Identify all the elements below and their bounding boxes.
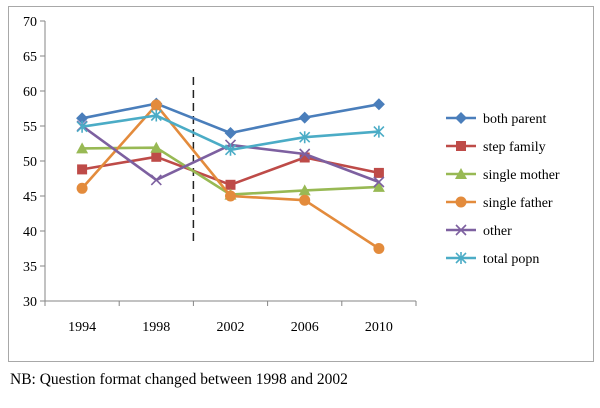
series-total-popn: [76, 109, 385, 156]
data-point-total-popn: [150, 109, 162, 122]
data-point-single-father: [150, 99, 162, 111]
triangle-marker: [372, 180, 385, 192]
data-point-step-family: [299, 152, 310, 163]
data-point-step-family: [225, 179, 236, 190]
data-point-single-mother: [372, 180, 385, 192]
series-step-family: [77, 151, 384, 190]
square-marker: [299, 152, 310, 163]
legend-marker: [455, 168, 467, 179]
legend-label: other: [483, 224, 512, 239]
triangle-marker: [76, 142, 89, 154]
legend-marker: [455, 252, 467, 264]
legend-item-single-father: single father: [446, 196, 553, 211]
series-line-single-father: [81, 103, 380, 250]
diamond-marker: [372, 98, 385, 111]
x-tick-label: 1998: [142, 320, 170, 335]
data-point-both-parent: [298, 111, 311, 124]
legend-marker: [455, 196, 467, 208]
data-point-single-mother: [150, 141, 163, 153]
triangle-marker: [150, 141, 163, 153]
y-tick-label: 70: [23, 15, 37, 30]
star-marker: [373, 125, 385, 138]
data-point-total-popn: [373, 125, 385, 138]
legend-item-total-popn: total popn: [446, 252, 539, 267]
data-point-single-father: [225, 190, 236, 202]
y-tick-label: 35: [23, 260, 37, 275]
legend-label: total popn: [483, 252, 539, 267]
square-marker: [151, 151, 162, 162]
y-tick-label: 60: [23, 85, 37, 100]
series-single-father: [76, 99, 385, 254]
data-point-step-family: [373, 167, 384, 178]
star-marker: [455, 252, 467, 264]
diamond-marker: [298, 111, 311, 124]
chart-frame: [8, 6, 594, 362]
data-point-total-popn: [224, 143, 237, 156]
circle-marker: [150, 99, 162, 111]
star-marker: [150, 109, 162, 122]
x-marker: [299, 148, 311, 160]
square-marker: [77, 164, 88, 175]
circle-marker: [299, 194, 311, 206]
legend-item-other: other: [446, 224, 512, 239]
data-point-other: [299, 148, 311, 160]
data-point-both-parent: [372, 98, 385, 111]
y-tick-label: 50: [23, 155, 37, 170]
legend-item-both-parent: both parent: [446, 112, 546, 127]
legend-marker: [456, 141, 466, 151]
data-point-both-parent: [224, 127, 237, 139]
diamond-marker: [224, 127, 237, 139]
x-marker: [455, 224, 467, 236]
x-tick-label: 2002: [217, 320, 245, 335]
x-marker: [150, 174, 162, 186]
square-marker: [225, 179, 236, 190]
data-point-single-father: [299, 194, 311, 206]
triangle-marker: [298, 184, 311, 196]
data-point-total-popn: [299, 131, 311, 144]
data-point-both-parent: [76, 112, 89, 125]
y-tick-label: 40: [23, 225, 37, 240]
x-tick-label: 2010: [365, 320, 393, 335]
legend-marker: [455, 224, 467, 236]
data-point-other: [150, 174, 162, 186]
circle-marker: [373, 243, 385, 254]
circle-marker: [76, 182, 88, 194]
circle-marker: [225, 190, 236, 202]
y-tick-label: 30: [23, 295, 37, 310]
diamond-marker: [455, 112, 467, 124]
legend-label: single mother: [483, 168, 560, 183]
data-point-single-father: [76, 182, 88, 194]
legend-marker: [455, 112, 467, 124]
x-tick-label: 1994: [68, 320, 96, 335]
footnote: NB: Question format changed between 1998…: [10, 371, 348, 388]
triangle-marker: [455, 168, 467, 179]
data-point-single-mother: [76, 142, 89, 154]
y-tick-label: 55: [23, 120, 37, 135]
data-point-total-popn: [76, 120, 88, 133]
data-point-other: [373, 176, 385, 188]
y-tick-label: 65: [23, 50, 37, 65]
data-point-single-father: [373, 243, 385, 254]
y-tick-label: 45: [23, 190, 37, 205]
diamond-marker: [76, 112, 89, 125]
circle-marker: [455, 196, 467, 208]
data-point-step-family: [77, 164, 88, 175]
legend-label: single father: [483, 196, 553, 211]
x-tick-label: 2006: [291, 320, 319, 335]
legend-label: both parent: [483, 112, 546, 127]
square-marker: [373, 167, 384, 178]
legend-item-single-mother: single mother: [446, 168, 560, 183]
line-chart: 30 35 40 45 50 55 60 65 70 1994 1998 2002 2006 2010 bo…: [23, 15, 560, 335]
data-point-single-mother: [298, 184, 311, 196]
star-marker: [299, 131, 311, 144]
legend-item-step-family: step family: [446, 140, 546, 155]
square-marker: [456, 141, 466, 151]
legend-label: step family: [483, 140, 546, 155]
series-both-parent: [76, 97, 385, 139]
star-marker: [76, 120, 88, 133]
data-point-step-family: [151, 151, 162, 162]
star-marker: [224, 143, 237, 156]
x-marker: [373, 176, 385, 188]
